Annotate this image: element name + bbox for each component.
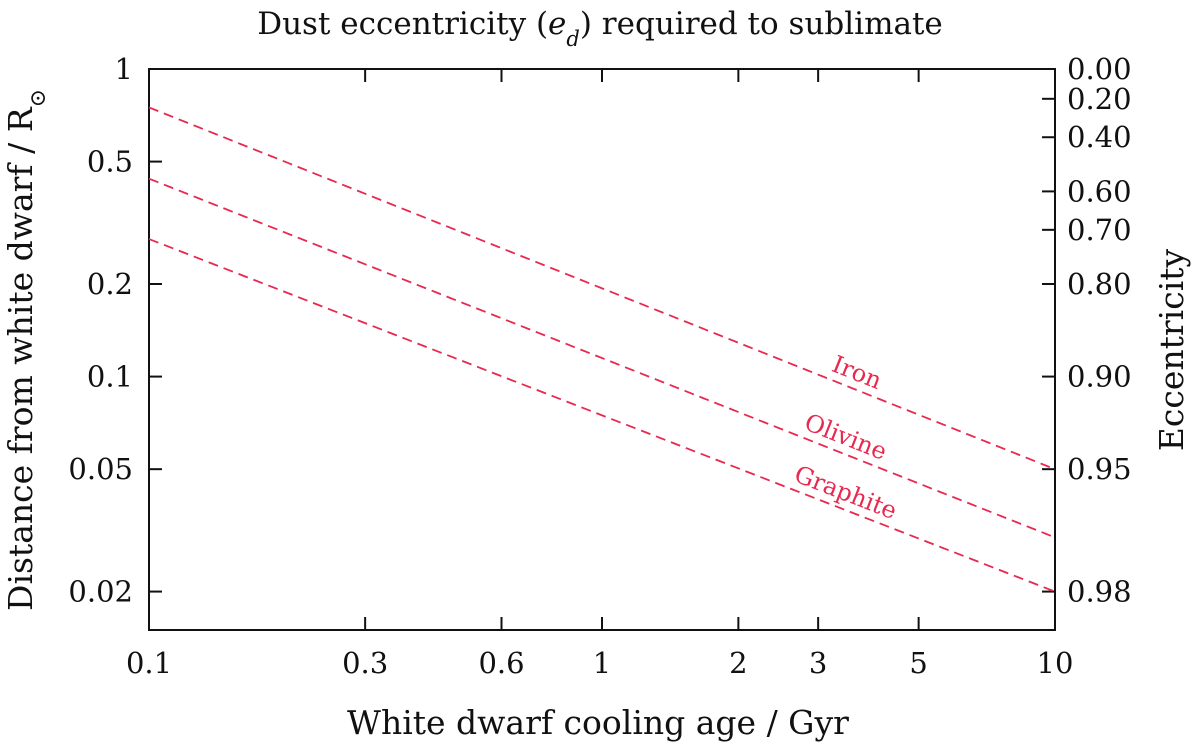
- y2-tick-label: 0.95: [1067, 452, 1132, 486]
- y-axis-title: Distance from white dwarf / R⊙: [1, 89, 51, 611]
- y2-tick-label: 0.60: [1067, 174, 1132, 208]
- x-tick-label: 2: [729, 646, 747, 680]
- series-line-graphite: [148, 238, 1056, 593]
- x-axis-title: White dwarf cooling age / Gyr: [347, 703, 849, 742]
- x-tick-label: 0.6: [478, 646, 524, 680]
- chart-title: Dust eccentricity (ed) required to subli…: [257, 6, 943, 51]
- y2-tick-label: 0.20: [1067, 82, 1132, 116]
- y-tick-label: 0.05: [68, 452, 133, 486]
- y-axis-ticks: 1 0.5 0.2 0.1 0.05 0.02: [68, 52, 162, 609]
- y-tick-label: 0.02: [68, 575, 133, 609]
- y2-tick-label: 0.90: [1067, 360, 1132, 394]
- plot-area-frame: [148, 68, 1056, 631]
- y2-tick-label: 0.98: [1067, 575, 1132, 609]
- y-tick-label: 1: [115, 52, 133, 86]
- y-tick-label: 0.5: [87, 145, 133, 179]
- series-label-olivine: Olivine: [801, 408, 891, 466]
- y2-tick-label: 0.80: [1067, 267, 1132, 301]
- x-tick-label: 0.3: [342, 646, 388, 680]
- x-tick-label: 10: [1037, 646, 1074, 680]
- y2-tick-label: 0.40: [1067, 120, 1132, 154]
- series-label-iron: Iron: [828, 350, 886, 395]
- x-tick-label: 3: [809, 646, 827, 680]
- y2-tick-label: 0.00: [1067, 52, 1132, 86]
- series-line-iron: [148, 106, 1056, 471]
- x-tick-label: 1: [593, 646, 611, 680]
- series-line-olivine: [148, 177, 1056, 539]
- secondary-y-axis-ticks: 0.000.20 0.40 0.60 0.70 0.80 0.90 0.95 0.98: [1042, 52, 1132, 609]
- x-axis-ticks: 0.1 0.3 0.6 1 2 3 5 10: [126, 69, 1074, 680]
- secondary-y-axis-title: Eccentricity: [1152, 248, 1191, 451]
- x-tick-label: 0.1: [126, 646, 172, 680]
- x-tick-label: 5: [909, 646, 927, 680]
- y-tick-label: 0.2: [87, 267, 133, 301]
- y2-tick-label: 0.70: [1067, 213, 1132, 247]
- y-tick-label: 0.1: [87, 360, 133, 394]
